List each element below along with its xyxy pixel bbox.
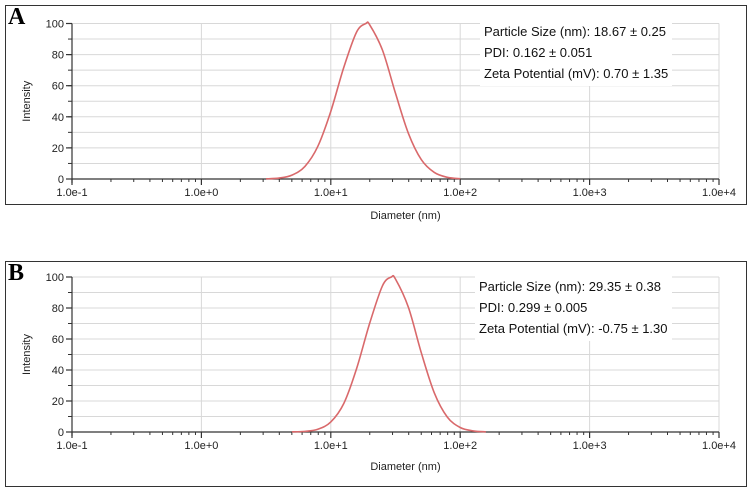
x-tick-label: 1.0e+1 bbox=[314, 187, 348, 199]
y-tick-label: 40 bbox=[52, 365, 64, 377]
pdi-a: PDI: 0.162 ± 0.051 bbox=[484, 45, 593, 60]
x-tick-label: 1.0e+1 bbox=[314, 440, 348, 452]
pdi-b: PDI: 0.299 ± 0.005 bbox=[479, 300, 588, 315]
y-tick-label: 20 bbox=[52, 396, 64, 408]
x-tick-label: 1.0e+0 bbox=[184, 187, 218, 199]
x-tick-label: 1.0e+3 bbox=[573, 187, 607, 199]
x-axis-label: Diameter (nm) bbox=[370, 210, 440, 222]
y-tick-label: 100 bbox=[46, 19, 64, 31]
y-tick-label: 0 bbox=[58, 427, 64, 439]
zeta-potential-b: Zeta Potential (mV): -0.75 ± 1.30 bbox=[479, 321, 668, 336]
zeta-potential-a: Zeta Potential (mV): 0.70 ± 1.35 bbox=[484, 66, 669, 81]
y-tick-label: 20 bbox=[52, 143, 64, 155]
y-tick-label: 100 bbox=[46, 272, 64, 284]
y-axis-label: Intensity bbox=[21, 334, 33, 375]
particle-size-a: Particle Size (nm): 18.67 ± 0.25 bbox=[484, 24, 666, 39]
y-tick-label: 60 bbox=[52, 334, 64, 346]
y-axis-label: Intensity bbox=[21, 80, 33, 121]
intensity-curve bbox=[266, 21, 461, 180]
panel-a bbox=[5, 5, 747, 205]
panel-label-a: A bbox=[8, 4, 26, 30]
x-tick-label: 1.0e+4 bbox=[702, 187, 736, 199]
info-box-a: Particle Size (nm): 18.67 ± 0.25 PDI: 0.… bbox=[480, 19, 673, 86]
x-tick-label: 1.0e+0 bbox=[184, 440, 218, 452]
x-tick-label: 1.0e+2 bbox=[443, 187, 477, 199]
x-tick-label: 1.0e+3 bbox=[573, 440, 607, 452]
y-tick-label: 60 bbox=[52, 81, 64, 93]
x-tick-label: 1.0e-1 bbox=[56, 440, 87, 452]
x-tick-label: 1.0e+2 bbox=[443, 440, 477, 452]
info-box-b: Particle Size (nm): 29.35 ± 0.38 PDI: 0.… bbox=[475, 274, 672, 341]
intensity-curve bbox=[291, 274, 486, 433]
x-axis-label: Diameter (nm) bbox=[370, 461, 440, 473]
x-tick-label: 1.0e-1 bbox=[56, 187, 87, 199]
y-tick-label: 40 bbox=[52, 112, 64, 124]
y-tick-label: 80 bbox=[52, 303, 64, 315]
panel-label-b: B bbox=[8, 260, 25, 286]
y-tick-label: 80 bbox=[52, 50, 64, 62]
y-tick-label: 0 bbox=[58, 174, 64, 186]
x-tick-label: 1.0e+4 bbox=[702, 440, 736, 452]
particle-size-b: Particle Size (nm): 29.35 ± 0.38 bbox=[479, 279, 661, 294]
panel-b bbox=[5, 261, 747, 487]
